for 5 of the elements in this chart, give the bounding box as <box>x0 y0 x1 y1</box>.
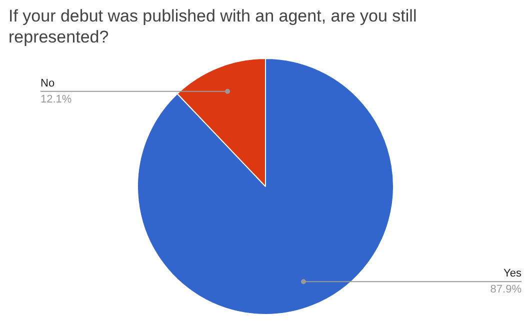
slice-label: No <box>40 77 55 90</box>
slice-label: Yes <box>504 268 522 280</box>
data-label: 12.1% <box>40 93 72 106</box>
data-label: 87.9% <box>490 284 522 296</box>
chart-title: If your debut was published with an agent, are you still represented? <box>8 6 417 46</box>
